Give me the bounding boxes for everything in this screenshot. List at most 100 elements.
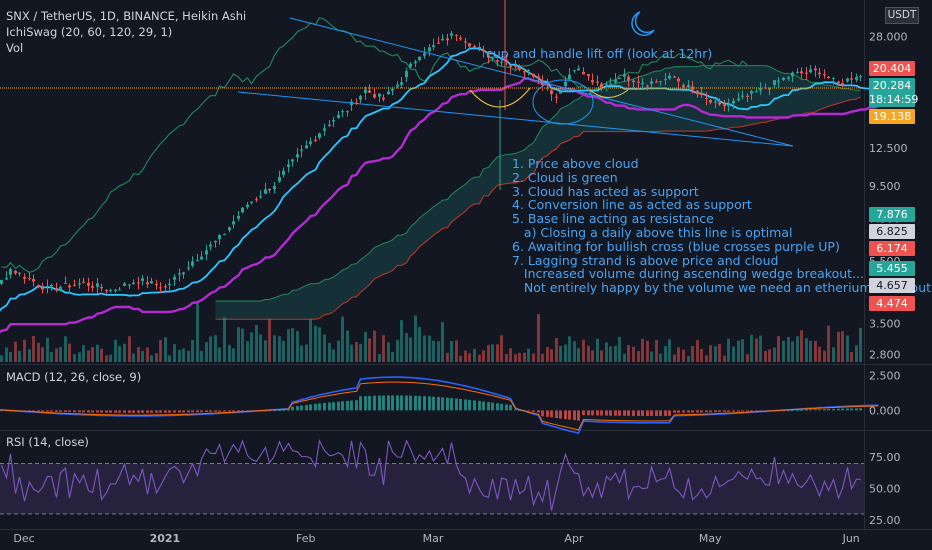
macd-histogram-bar <box>150 410 153 413</box>
cup-ellipse <box>532 79 594 125</box>
macd-histogram-bar <box>441 397 444 411</box>
candle-body <box>814 68 817 71</box>
volume-bar <box>264 340 267 362</box>
macd-histogram-bar <box>82 410 85 413</box>
macd-histogram-bar <box>855 408 858 411</box>
macd-tick-label: 2.500 <box>869 370 901 383</box>
candle-body <box>627 76 630 81</box>
macd-tick-label: 0.000 <box>869 404 901 417</box>
candle-body <box>373 94 376 98</box>
price-label-box: 5.455 <box>869 261 915 276</box>
candle-body <box>555 96 558 98</box>
volume-bar <box>64 336 67 362</box>
candle-body <box>641 83 644 85</box>
candle-body <box>787 77 790 79</box>
moon-icon <box>631 11 655 37</box>
symbol-legend[interactable]: SNX / TetherUS, 1D, BINANCE, Heikin Ashi <box>6 9 247 23</box>
candle-body <box>637 81 640 83</box>
macd-histogram-bar <box>659 410 662 416</box>
candle-body <box>59 287 62 289</box>
candle-body <box>823 74 826 76</box>
candle-body <box>337 114 340 118</box>
price-label-box: 4.474 <box>869 296 915 311</box>
macd-histogram-bar <box>827 408 830 411</box>
macd-histogram-bar <box>559 410 562 419</box>
candle-body <box>768 88 771 90</box>
volume-bar <box>787 336 790 362</box>
analysis-note-line: 1. Price above cloud <box>512 156 639 171</box>
candle-body <box>582 71 585 75</box>
macd-histogram-bar <box>168 410 171 413</box>
handle-arc <box>589 89 629 98</box>
volume-bar <box>650 351 653 362</box>
macd-histogram-bar <box>282 409 285 411</box>
candle-body <box>382 97 385 100</box>
volume-bar <box>727 338 730 362</box>
candle-body <box>478 46 481 48</box>
volume-bar <box>473 348 476 362</box>
macd-histogram-bar <box>582 410 585 416</box>
candle-body <box>700 93 703 95</box>
volume-bar <box>432 340 435 362</box>
macd-legend[interactable]: MACD (12, 26, close, 9) <box>6 370 142 384</box>
volume-bar <box>696 340 699 362</box>
candle-body <box>682 85 685 87</box>
volume-bar <box>796 336 799 362</box>
volume-bars <box>0 302 862 362</box>
candle-body <box>468 43 471 47</box>
candle-body <box>214 240 217 243</box>
price-tick-label: 12.500 <box>869 142 908 155</box>
ichiswag-legend[interactable]: IchiSwag (20, 60, 120, 29, 1) <box>6 25 173 39</box>
macd-histogram-bar <box>509 405 512 411</box>
volume-bar <box>659 353 662 362</box>
volume-bar <box>200 350 203 362</box>
signal-line <box>0 381 879 431</box>
volume-bar <box>123 343 126 362</box>
volume-bar <box>687 355 690 362</box>
macd-histogram-bar <box>64 410 67 412</box>
macd-histogram-bar <box>837 408 840 411</box>
macd-histogram-bar <box>141 410 144 413</box>
rsi-legend[interactable]: RSI (14, close) <box>6 435 89 449</box>
volume-bar <box>228 345 231 362</box>
candle-body <box>82 281 85 283</box>
volume-bar <box>382 335 385 362</box>
macd-histogram-bar <box>727 410 730 412</box>
macd-histogram-bar <box>309 404 312 411</box>
volume-bar <box>137 347 140 362</box>
price-label-box: 18:14:59 <box>869 92 919 107</box>
volume-bar <box>446 352 449 362</box>
macd-histogram-bar <box>750 410 753 412</box>
candle-body <box>273 185 276 190</box>
volume-bar <box>423 335 426 362</box>
macd-histogram-bar <box>496 403 499 411</box>
volume-bar <box>482 350 485 362</box>
candle-body <box>287 164 290 167</box>
candle-body <box>141 278 144 281</box>
candle-body <box>278 176 281 182</box>
candle-body <box>714 101 717 103</box>
candle-body <box>559 91 562 94</box>
grid <box>0 0 932 530</box>
macd-histogram-bar <box>218 410 221 412</box>
macd-histogram-bar <box>668 410 671 416</box>
candle-body <box>164 286 167 288</box>
macd-histogram-bar <box>41 410 44 412</box>
cup-handle-note: cup and handle lift off (look at 12hr) <box>486 46 713 61</box>
candle-body <box>646 85 649 87</box>
currency-label[interactable]: USDT <box>885 7 919 24</box>
price-label-box: 4.657 <box>869 278 915 293</box>
volume-bar <box>437 341 440 362</box>
macd-histogram-bar <box>541 410 544 417</box>
macd-histogram-bar <box>673 410 676 413</box>
volume-legend[interactable]: Vol <box>6 41 24 55</box>
candle-body <box>609 83 612 85</box>
volume-bar <box>350 344 353 362</box>
candle-body <box>718 102 721 105</box>
base-line <box>0 77 879 334</box>
volume-bar <box>568 336 571 362</box>
macd-histogram-bar <box>196 410 199 413</box>
macd-histogram-bar <box>405 395 408 411</box>
macd-histogram-bar <box>291 406 294 411</box>
volume-bar <box>582 339 585 362</box>
